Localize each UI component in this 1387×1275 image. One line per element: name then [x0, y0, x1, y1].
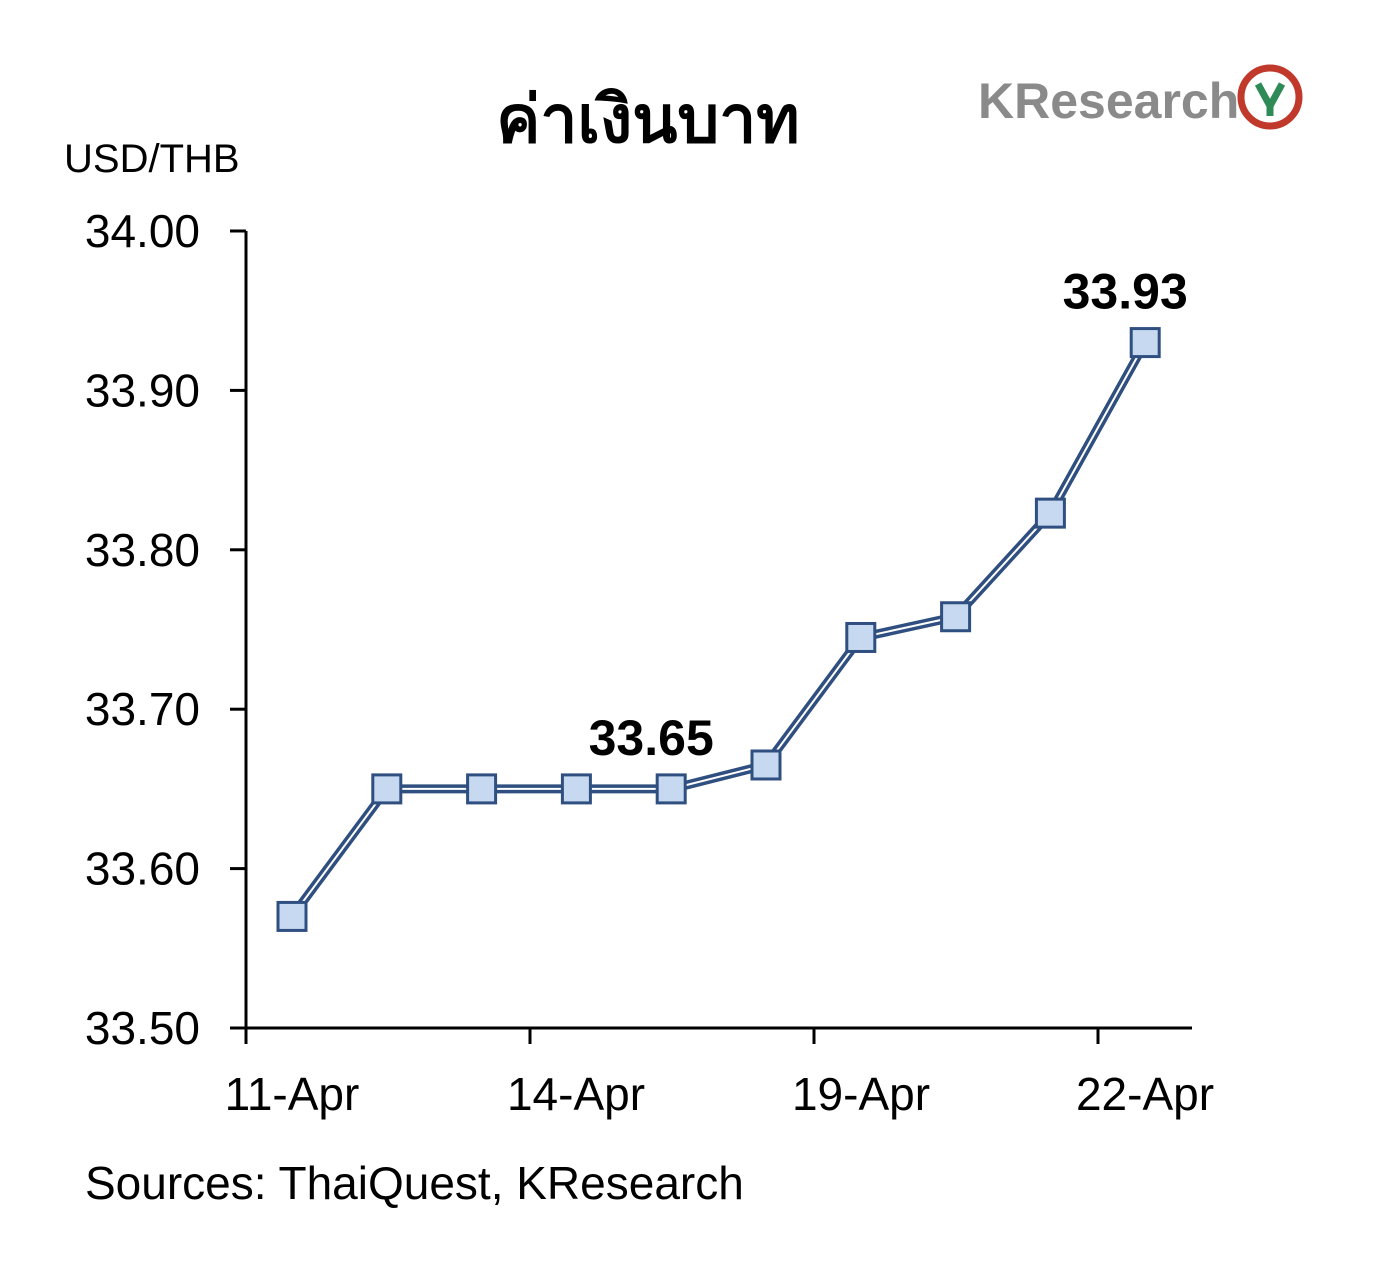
x-tick-label: 11-Apr — [225, 1068, 360, 1120]
data-label: 33.65 — [589, 710, 714, 766]
kresearch-logo: KResearch — [978, 64, 1303, 130]
data-point-marker — [560, 773, 592, 805]
x-axis-ticks: 11-Apr 14-Apr 19-Apr 22-Apr — [225, 1028, 1214, 1120]
data-point-marker — [845, 621, 877, 653]
data-label: 33.93 — [1063, 264, 1188, 320]
data-point-marker — [750, 749, 782, 781]
y-tick-label: 33.80 — [85, 524, 200, 576]
data-point-marker — [1034, 497, 1066, 529]
y-tick-label: 33.90 — [85, 364, 200, 416]
x-tick-label: 14-Apr — [507, 1068, 645, 1120]
y-tick-label: 34.00 — [85, 205, 200, 257]
chart-title: ค่าเงินบาท — [496, 81, 800, 158]
data-point-marker — [655, 773, 687, 805]
x-tick-label: 19-Apr — [792, 1068, 930, 1120]
y-axis-unit-label: USD/THB — [64, 137, 240, 181]
source-note: Sources: ThaiQuest, KResearch — [85, 1157, 744, 1209]
data-point-marker — [466, 773, 498, 805]
y-tick-label: 33.60 — [85, 843, 200, 895]
series-line — [288, 340, 1150, 920]
logo-wordmark: KResearch — [978, 73, 1239, 129]
y-axis-ticks: 34.00 33.90 33.80 33.70 33.60 33.50 — [85, 205, 246, 1054]
logo-ring-icon — [1237, 64, 1303, 130]
y-tick-label: 33.70 — [85, 683, 200, 735]
data-point-marker — [940, 601, 972, 633]
data-labels: 33.65 33.93 — [589, 264, 1188, 766]
y-tick-label: 33.50 — [85, 1002, 200, 1054]
data-point-marker — [1129, 327, 1161, 359]
logo-leaf-icon — [1254, 82, 1286, 116]
data-point-marker — [276, 900, 308, 932]
series-usd-thb — [276, 327, 1161, 932]
series-line-highlight — [291, 342, 1147, 918]
data-point-marker — [371, 773, 403, 805]
x-tick-label: 22-Apr — [1076, 1068, 1214, 1120]
